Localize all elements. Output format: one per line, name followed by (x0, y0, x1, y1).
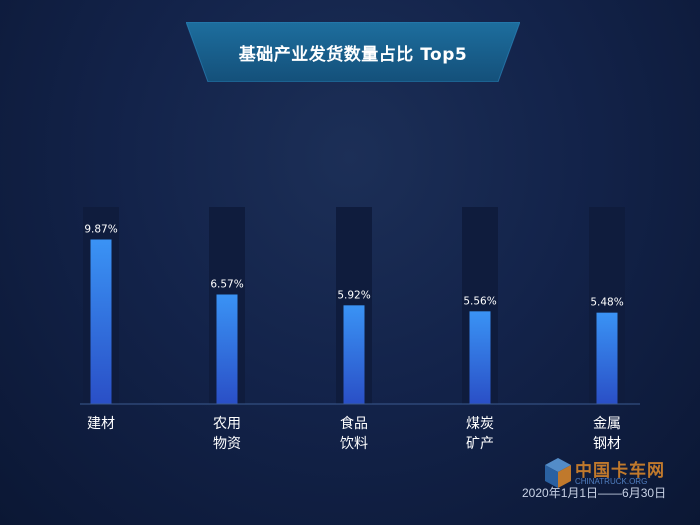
category-label: 建材 (87, 416, 115, 432)
title-banner: 基础产业发货数量占比 Top5 (186, 22, 520, 82)
bars (90, 239, 618, 404)
value-label: 5.48% (590, 297, 623, 309)
cube-logo-icon (545, 458, 571, 488)
category-label: 农用 (213, 416, 241, 432)
bar (216, 294, 238, 404)
bar (343, 305, 365, 404)
date-range: 2020年1月1日——6月30日 (522, 486, 667, 500)
category-label: 食品 (340, 415, 368, 432)
category-label: 物资 (213, 436, 241, 452)
category-label: 钢材 (593, 436, 621, 452)
watermark-logo: 中国卡车网 CHINATRUCK.ORG (543, 454, 673, 500)
category-label: 矿产 (466, 436, 494, 452)
bar (90, 239, 112, 404)
category-label: 金属 (593, 416, 621, 432)
category-label: 饮料 (340, 436, 368, 452)
category-label: 煤炭 (466, 416, 494, 432)
watermark-brand: 中国卡车网 (575, 461, 665, 481)
value-label: 6.57% (210, 279, 243, 291)
title-banner-shape (186, 22, 520, 82)
value-label: 5.56% (463, 295, 496, 307)
value-label: 5.92% (337, 289, 370, 301)
value-labels: 9.87% 6.57% 5.92% 5.56% 5.48% (84, 224, 623, 309)
bar (469, 311, 491, 404)
value-label: 9.87% (84, 224, 117, 236)
bar (596, 312, 618, 404)
watermark-domain: CHINATRUCK.ORG (575, 477, 648, 486)
chart-title: 基础产业发货数量占比 Top5 (238, 44, 468, 65)
